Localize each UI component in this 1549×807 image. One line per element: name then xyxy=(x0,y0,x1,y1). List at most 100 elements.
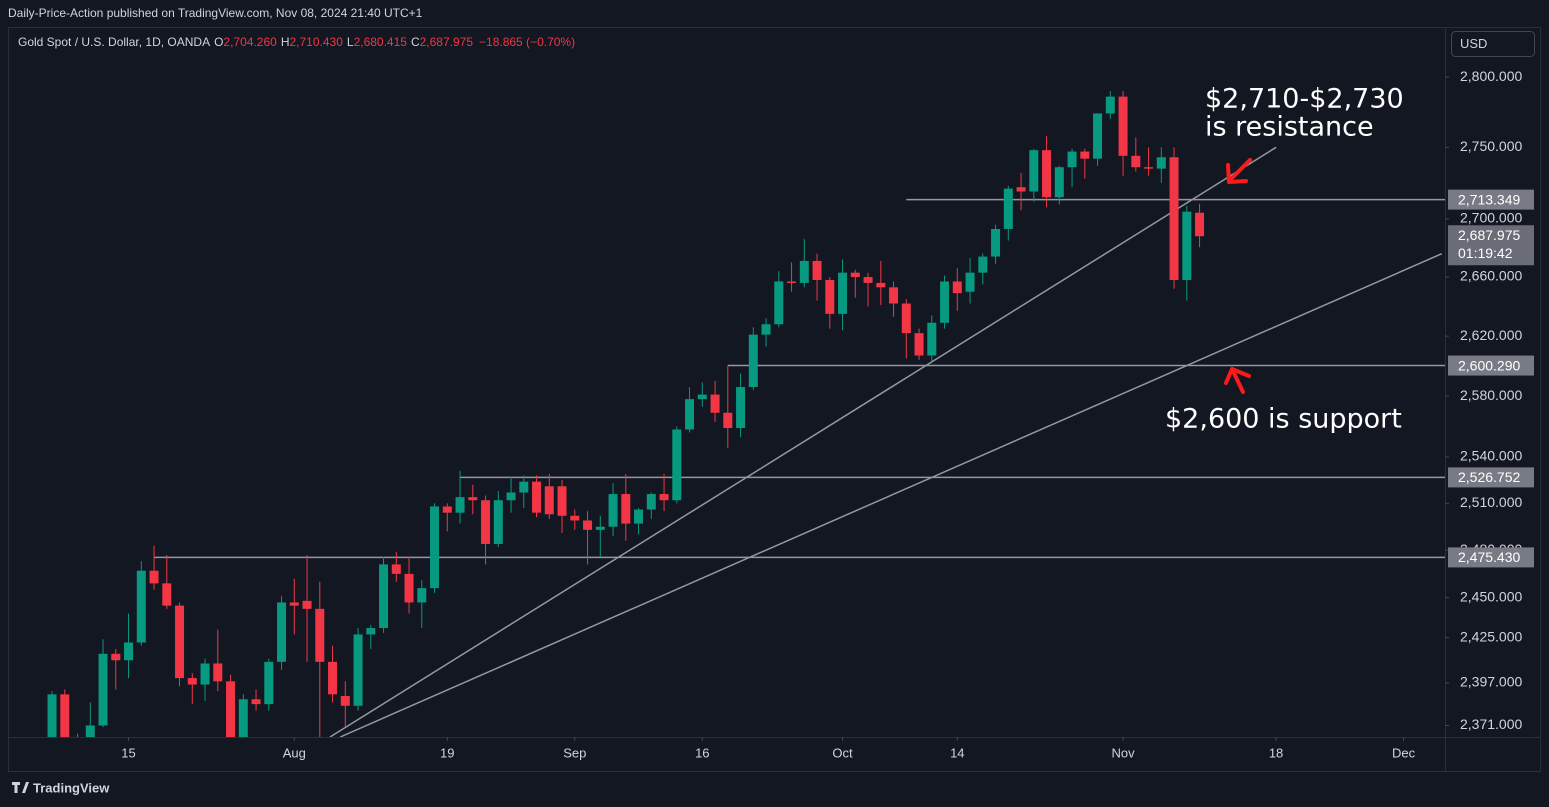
y-tick-label: 2,750.000 xyxy=(1460,138,1522,154)
candle-body xyxy=(366,628,376,635)
candle-body xyxy=(493,500,503,544)
candle-body xyxy=(634,509,644,524)
currency[interactable]: USD xyxy=(1460,36,1487,51)
x-tick-label: Nov xyxy=(1111,745,1135,760)
candle-body xyxy=(1003,188,1013,229)
legend: Gold Spot / U.S. Dollar, 1D, OANDA O2,704… xyxy=(18,35,575,49)
candle-body xyxy=(532,481,542,513)
candle-body xyxy=(98,653,108,726)
candle-body xyxy=(697,394,707,400)
x-tick-label: 15 xyxy=(121,745,135,760)
candle-body xyxy=(787,281,797,283)
price-tag xyxy=(1448,547,1534,568)
candle-body xyxy=(506,492,516,501)
candle-body xyxy=(85,725,95,737)
candle-body xyxy=(1195,212,1205,237)
candle-body xyxy=(685,399,695,430)
candle-body xyxy=(481,500,491,544)
candle-body xyxy=(315,608,325,662)
candle-body xyxy=(353,634,363,706)
price-tag-label: 2,713.349 xyxy=(1458,191,1520,207)
candle-body xyxy=(889,287,899,304)
price-tag-label: 2,600.290 xyxy=(1458,357,1520,373)
x-tick-label: 19 xyxy=(440,745,454,760)
last-price-label: 2,687.975 xyxy=(1458,227,1520,243)
countdown: 01:19:42 xyxy=(1458,245,1513,261)
price-tag xyxy=(1448,467,1534,488)
y-tick-label: 2,397.000 xyxy=(1460,674,1522,690)
candle-body xyxy=(825,279,835,314)
currency-button[interactable] xyxy=(1451,31,1535,57)
annotation: $2,710-$2,730 xyxy=(1205,84,1404,115)
candle-body xyxy=(187,678,197,685)
candle-body xyxy=(927,322,937,356)
candle-body xyxy=(991,228,1001,257)
candle-body xyxy=(1093,113,1103,159)
candle-body xyxy=(264,661,274,705)
candle-body xyxy=(391,564,401,574)
candle-body xyxy=(226,681,236,737)
candle-body xyxy=(519,481,529,493)
candle-body xyxy=(583,520,593,530)
candle-body xyxy=(111,653,121,661)
candle-body xyxy=(736,387,746,428)
candle-body xyxy=(965,272,975,292)
candle-body xyxy=(455,497,465,513)
annotation: is resistance xyxy=(1205,112,1374,143)
candle-body xyxy=(621,494,631,524)
candle-body xyxy=(60,694,70,737)
candle-body xyxy=(952,281,962,294)
candle-body xyxy=(595,526,605,530)
candle-body xyxy=(442,506,452,513)
candle-body xyxy=(1169,157,1179,280)
legend-change: −18.865 (−0.70%) xyxy=(479,35,576,49)
x-tick-label: Oct xyxy=(832,745,853,760)
candle-body xyxy=(1105,96,1115,114)
price-tag-label: 2,475.430 xyxy=(1458,549,1520,565)
legend-key: L xyxy=(346,35,354,49)
y-tick-label: 2,510.000 xyxy=(1460,494,1522,510)
candle-body xyxy=(1131,155,1141,168)
candle-body xyxy=(1054,167,1064,198)
logo-icon xyxy=(12,782,29,793)
candle-body xyxy=(557,486,567,516)
x-tick-label: 18 xyxy=(1269,745,1283,760)
candle-body xyxy=(1156,157,1166,169)
candle-body xyxy=(1016,187,1026,192)
price-tag-label: 2,526.752 xyxy=(1458,469,1520,485)
candle-body xyxy=(340,695,350,706)
legend-value: 2,680.415 xyxy=(353,35,407,49)
candle-body xyxy=(251,699,261,705)
footer: TradingView xyxy=(33,780,110,795)
candle-body xyxy=(1042,150,1052,198)
candle-body xyxy=(863,277,873,283)
top-bar: Daily-Price-Action published on TradingV… xyxy=(8,6,423,20)
legend-key: O xyxy=(214,35,224,49)
trendline xyxy=(339,252,1443,737)
candle-body xyxy=(570,515,580,521)
chart-title: Gold Spot / U.S. Dollar, 1D, OANDA xyxy=(18,35,211,49)
y-tick-label: 2,450.000 xyxy=(1460,588,1522,604)
x-tick-label: Dec xyxy=(1392,745,1416,760)
arrows xyxy=(1224,158,1252,394)
x-tick-label: 14 xyxy=(950,745,964,760)
x-tick-label: Aug xyxy=(283,745,306,760)
candle-body xyxy=(914,333,924,356)
footer-logo xyxy=(12,782,29,793)
price-tag xyxy=(1448,189,1534,210)
candle-body xyxy=(1144,167,1154,169)
candle-body xyxy=(940,281,950,323)
candle-body xyxy=(1182,211,1192,280)
candle-body xyxy=(876,282,886,288)
candle-body xyxy=(1118,96,1128,156)
candle-body xyxy=(175,605,185,679)
legend-value: 2,710.430 xyxy=(289,35,343,49)
candle-body xyxy=(136,570,146,643)
y-tick-label: 2,425.000 xyxy=(1460,628,1522,644)
frame xyxy=(8,27,1541,772)
y-tick-label: 2,371.000 xyxy=(1460,716,1522,732)
candle-body xyxy=(812,260,822,280)
candle-body xyxy=(328,661,338,695)
